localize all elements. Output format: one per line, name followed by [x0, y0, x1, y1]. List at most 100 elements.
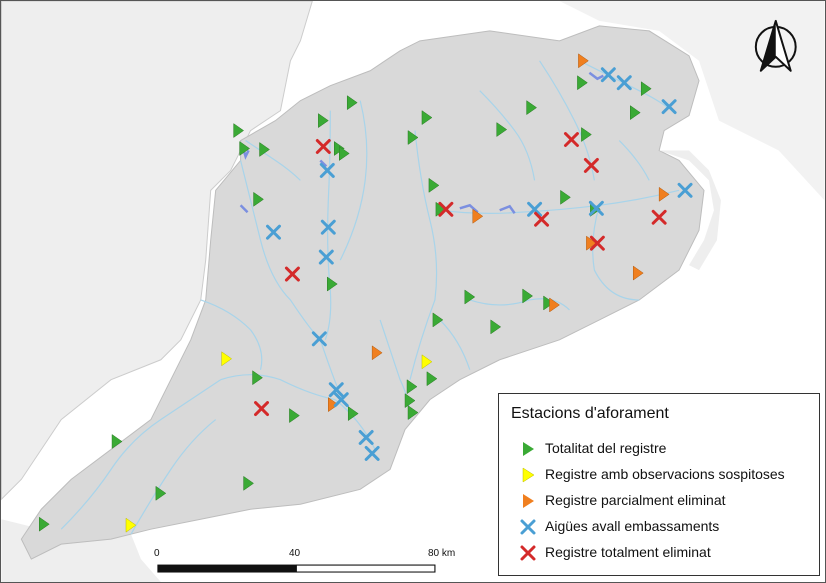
- river-network: [60, 60, 680, 535]
- station-marker: [253, 191, 264, 207]
- station-marker: [581, 127, 592, 142]
- north-arrow-icon: [754, 19, 797, 72]
- legend-title: Estacions d'aforament: [511, 405, 669, 422]
- scale-label-80: 80 km: [428, 548, 456, 559]
- station-marker: [318, 249, 334, 265]
- station-marker: [347, 406, 359, 422]
- station-marker: [407, 130, 419, 145]
- station-marker: [371, 345, 383, 361]
- station-marker: [600, 67, 616, 83]
- station-marker: [233, 123, 245, 139]
- legend-item-suspicious: Registre amb observacions sospitoses: [511, 464, 811, 486]
- station-marker: [315, 139, 331, 154]
- coastal-strip: [659, 150, 721, 271]
- station-marker: [543, 295, 554, 311]
- yellow-triangle-icon: [522, 467, 535, 483]
- station-marker: [578, 53, 589, 69]
- station-marker: [404, 393, 416, 409]
- scale-label-40: 40: [289, 548, 301, 559]
- outer-land-east: [559, 1, 825, 201]
- orange-triangle-icon: [523, 494, 534, 508]
- legend-item-removed: Registre totalment eliminat: [511, 542, 811, 564]
- station-marker: [221, 351, 233, 367]
- station-marker: [318, 113, 329, 129]
- station-marker: [661, 99, 677, 115]
- station-marker: [421, 110, 433, 126]
- catchment-area: [20, 25, 705, 560]
- station-marker: [616, 75, 632, 91]
- station-marker: [407, 405, 419, 421]
- station-marker: [583, 157, 599, 173]
- station-marker: [252, 370, 263, 386]
- stations-removed: [254, 132, 667, 417]
- station-marker: [333, 392, 349, 408]
- station-marker: [259, 142, 270, 157]
- station-marker: [496, 122, 508, 138]
- station-marker: [640, 81, 652, 97]
- green-triangle-icon: [523, 442, 534, 456]
- station-marker: [527, 201, 543, 217]
- station-marker: [490, 319, 502, 335]
- station-marker: [472, 208, 484, 224]
- station-marker: [155, 485, 167, 501]
- stations-downstream-reservoirs: [266, 67, 693, 461]
- station-marker: [284, 266, 300, 282]
- station-marker: [588, 200, 604, 216]
- map-legend: Estacions d'aforament Totalitat del regi…: [498, 393, 820, 576]
- station-marker: [254, 401, 269, 417]
- station-marker: [677, 182, 693, 198]
- station-marker: [111, 434, 123, 449]
- station-marker: [364, 445, 380, 461]
- blue-cross-icon: [520, 519, 536, 535]
- station-marker: [563, 132, 579, 147]
- station-marker: [406, 379, 418, 395]
- station-marker: [589, 235, 605, 251]
- legend-label: Registre parcialment eliminat: [545, 492, 726, 508]
- station-marker: [320, 219, 336, 235]
- legend-label: Aigües avall embassaments: [545, 518, 720, 534]
- red-cross-icon: [520, 545, 536, 561]
- station-marker: [432, 312, 444, 328]
- station-marker: [39, 516, 50, 532]
- station-marker: [630, 105, 641, 121]
- station-marker: [560, 189, 571, 205]
- station-marker: [311, 331, 327, 347]
- station-marker: [658, 186, 670, 202]
- station-marker: [339, 146, 350, 161]
- stations-total-register: [39, 75, 652, 532]
- station-marker: [426, 371, 438, 387]
- station-marker: [125, 517, 137, 533]
- station-marker: [266, 224, 281, 240]
- station-marker: [586, 235, 597, 251]
- station-marker: [346, 95, 358, 111]
- legend-item-total: Totalitat del registre: [511, 438, 811, 460]
- legend-label: Totalitat del registre: [545, 440, 667, 456]
- station-marker: [239, 141, 250, 156]
- station-marker: [319, 162, 335, 178]
- station-marker: [358, 430, 374, 445]
- station-marker: [328, 382, 344, 398]
- scale-bar: [157, 564, 436, 573]
- station-marker: [421, 354, 433, 370]
- station-marker: [534, 211, 550, 227]
- station-marker: [577, 75, 588, 91]
- station-marker: [438, 201, 454, 217]
- station-marker: [632, 265, 644, 281]
- stations-partial: [328, 53, 670, 413]
- scale-label-0: 0: [154, 548, 160, 559]
- legend-label: Registre amb observacions sospitoses: [545, 466, 785, 482]
- station-marker: [428, 177, 440, 193]
- station-marker: [522, 288, 534, 304]
- station-marker: [327, 276, 338, 292]
- station-marker: [289, 408, 300, 424]
- legend-item-downstream: Aigües avall embassaments: [511, 516, 811, 538]
- legend-label: Registre totalment eliminat: [545, 544, 711, 560]
- stations-suspicious: [125, 351, 433, 533]
- station-marker: [526, 100, 538, 116]
- station-marker: [464, 289, 476, 305]
- station-marker: [651, 209, 667, 225]
- station-marker: [243, 475, 254, 491]
- station-marker: [549, 297, 560, 313]
- station-marker: [328, 397, 339, 413]
- legend-item-partial: Registre parcialment eliminat: [511, 490, 811, 512]
